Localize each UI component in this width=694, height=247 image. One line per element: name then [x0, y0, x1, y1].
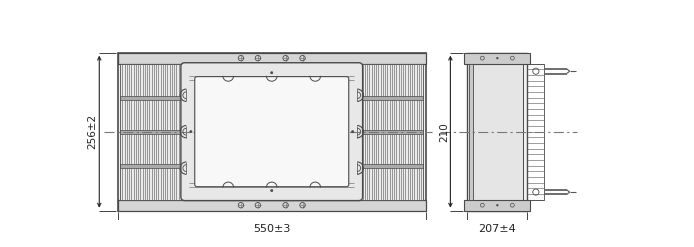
Bar [360, 96, 423, 100]
Bar [120, 96, 183, 100]
Bar [464, 200, 530, 211]
Circle shape [351, 130, 354, 133]
Text: 207±4: 207±4 [478, 225, 516, 234]
Text: 550±3: 550±3 [253, 225, 290, 234]
Text: 210: 210 [439, 122, 449, 142]
Bar [464, 53, 530, 63]
Circle shape [496, 57, 498, 59]
FancyBboxPatch shape [195, 77, 349, 187]
Bar [360, 164, 423, 168]
Circle shape [271, 189, 273, 192]
Bar [118, 200, 425, 211]
Bar [360, 130, 423, 134]
Bar [467, 53, 527, 211]
Text: 256±2: 256±2 [87, 114, 98, 149]
Circle shape [189, 130, 192, 133]
Bar [120, 130, 183, 134]
Circle shape [496, 204, 498, 206]
Bar [469, 63, 473, 200]
Bar [472, 63, 523, 200]
Bar [360, 63, 423, 200]
Circle shape [271, 72, 273, 74]
Bar [120, 164, 183, 168]
Bar [118, 53, 425, 63]
FancyBboxPatch shape [181, 63, 362, 201]
Bar [120, 63, 183, 200]
Bar [118, 53, 425, 211]
Bar [527, 63, 543, 200]
